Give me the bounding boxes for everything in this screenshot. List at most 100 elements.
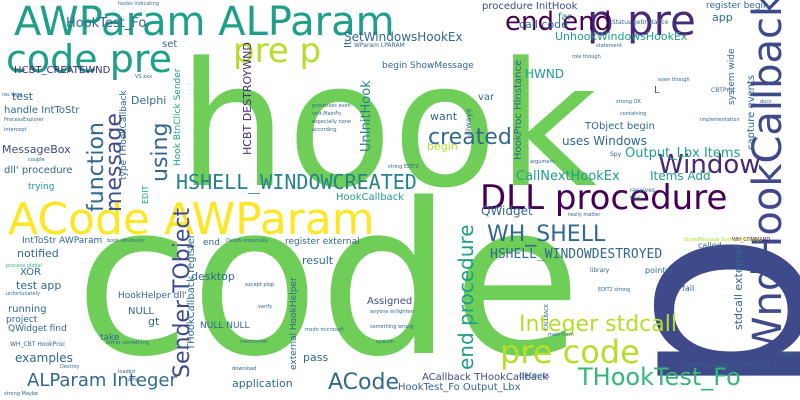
word-window: Window xyxy=(658,150,761,180)
word-assigned: Assigned xyxy=(367,296,413,307)
word-awparam-alparam: AWParam ALParam xyxy=(14,0,395,45)
word-type-thookcallback: type THookCallback xyxy=(119,90,129,180)
word-pre-code: pre code xyxy=(500,333,640,371)
word-gt: gt xyxy=(148,315,160,328)
word-hooktest-fo-output-lbx: HookTest_Fo Output_Lbx xyxy=(398,382,521,393)
word-trying: trying xyxy=(28,182,55,192)
word-notified: notified xyxy=(17,247,59,260)
word-hshell-windowdestroyed: HSHELL_WINDOWDESTROYED xyxy=(490,247,663,262)
word-integer-stdcall: Integer stdcall xyxy=(519,312,677,337)
word-wh-shell: WH_SHELL xyxy=(487,222,606,247)
word-intostr-awparam: IntToStr AWParam xyxy=(22,236,103,246)
word-tobject-begin: TObject begin xyxy=(585,121,655,132)
word-far: far xyxy=(558,12,572,23)
word-system-wide: system wide xyxy=(727,48,737,105)
word-dll-procedure-small: dll' procedure xyxy=(4,165,73,176)
word-hookhelper-dll: HookHelper dll' xyxy=(118,291,187,301)
word-items-add: Items Add xyxy=(650,169,711,183)
word-hook: hook xyxy=(178,25,598,226)
word-argument: argument xyxy=(530,159,555,165)
word-pre-p: pre p xyxy=(233,31,322,71)
word-wh-cbt-hookproc: WH_CBT HookProc xyxy=(10,341,66,348)
word-res-type: res type xyxy=(2,92,23,98)
word-running: running xyxy=(8,304,47,315)
word-pointer: pointer xyxy=(645,266,674,275)
word-messagebox: MessageBox xyxy=(2,143,71,156)
word-register-external: register external xyxy=(285,237,360,247)
word-either-something: either something xyxy=(106,340,149,346)
word-edit2-strong: EDIT2 strong xyxy=(598,287,631,293)
word-acallback-thookcallback: ACallback THookCallback xyxy=(422,372,549,383)
word-strong-maybe: strong Maybe xyxy=(4,391,39,397)
word-role-though: role though xyxy=(572,54,601,60)
word-processes-even: processes even xyxy=(312,103,351,109)
word-this: this xyxy=(630,195,641,202)
word-alparam-integer: ALParam Integer xyxy=(27,370,177,391)
word-hcbt-destroywnd: HCBT DESTROYWND xyxy=(241,42,254,155)
word-it: It xyxy=(343,41,354,48)
word-edit: EDIT xyxy=(141,185,150,204)
word-anyone-enlighten: anyone enlighten xyxy=(370,309,414,315)
word-delphi-especially: Delphi especially xyxy=(226,238,269,244)
word-app: app xyxy=(712,11,733,24)
word-main-form: main form xyxy=(548,332,574,338)
word-verify: verify xyxy=(258,304,273,310)
word-application: application xyxy=(232,377,293,390)
word-desktop: desktop xyxy=(191,270,235,283)
word-code-pre: code pre xyxy=(6,37,173,81)
word-fail: fail xyxy=(682,284,695,293)
word-statement: statement xyxy=(596,43,622,49)
word-result: result xyxy=(302,254,334,267)
word-project: project xyxy=(6,315,38,325)
word-status-getinstance: Status getInstance xyxy=(612,19,669,26)
word-end-procedure: end procedure xyxy=(454,224,478,370)
word-test: test xyxy=(12,90,34,103)
word-hcbt-createwnd: HCBT_CREATEWND xyxy=(14,65,111,76)
word-hooktest-fo: HookTest_Fo xyxy=(66,16,147,31)
word-examples: examples xyxy=(15,351,73,365)
word-dave: Dave xyxy=(777,349,798,358)
word-receives: receives xyxy=(630,187,656,194)
word-setwindowshookex: SetWindowsHookEx xyxy=(344,30,463,44)
word-dll-procedure: DLL procedure xyxy=(480,178,728,218)
word-call-code: call code xyxy=(519,18,568,31)
word-wparam-lparam: WParam LPARAM xyxy=(354,42,405,49)
word-hook-btnclick-sender: Hook BtnClick Sender xyxy=(173,68,183,166)
word-end: end xyxy=(203,238,220,248)
word-hookproc-hinstance: HookProc HInstance xyxy=(513,59,524,160)
word-library: library xyxy=(590,267,610,274)
word-unhookwindowshookex: UnhookWindowsHookEx xyxy=(555,30,688,43)
word-hshell-windowcreated: HSHELL_WINDOWCREATED xyxy=(176,170,417,194)
word-hookcallback: HookCallback xyxy=(336,192,404,203)
word-want: want xyxy=(430,110,458,123)
word-couple: couple xyxy=(28,157,45,163)
word-capture-events: capture events xyxy=(746,74,757,150)
word-callnexthookex: CallNextHookEx xyxy=(516,169,620,184)
word-really-matter: really matter xyxy=(568,212,601,218)
word-output-lbx-items: Output_Lbx Items xyxy=(625,146,741,161)
word-unfortunately: unfortunately xyxy=(6,291,40,297)
word-register-begin: register begin xyxy=(706,1,769,11)
word-vs-xxx: VS xxx xyxy=(135,74,153,80)
word-hwnd: HWND xyxy=(525,67,565,81)
word-destroy: Destroy xyxy=(60,364,80,370)
word-except-plop: except plop xyxy=(245,282,275,288)
word-qwidget-find: QWidget find xyxy=(8,324,67,334)
word-amp: amp xyxy=(128,377,140,383)
word-null-null: NULL NULL xyxy=(200,321,250,331)
word-uninithook: UnInitHook xyxy=(359,80,374,152)
word-begin: begin xyxy=(427,140,458,153)
word-process-global: process global xyxy=(6,263,43,269)
word-stdcall-external: stdcall external xyxy=(732,245,745,330)
word-procedure-inithook: procedure InitHook xyxy=(482,1,578,12)
word-hooks-indicating: hooks indicating xyxy=(118,1,160,7)
word-detours: detours xyxy=(519,371,550,380)
word-string-edit2: string EDIT2 xyxy=(388,164,419,170)
word-especially-none: especially none xyxy=(312,119,351,125)
word-created: created xyxy=(428,125,512,150)
word-take: take xyxy=(100,333,120,343)
word-even-though: even though xyxy=(658,77,690,83)
word-thooktest-fo: THookTest_Fo xyxy=(578,363,741,391)
word-containing: containing xyxy=(620,111,647,117)
word-p-pre: p pre xyxy=(587,0,696,45)
